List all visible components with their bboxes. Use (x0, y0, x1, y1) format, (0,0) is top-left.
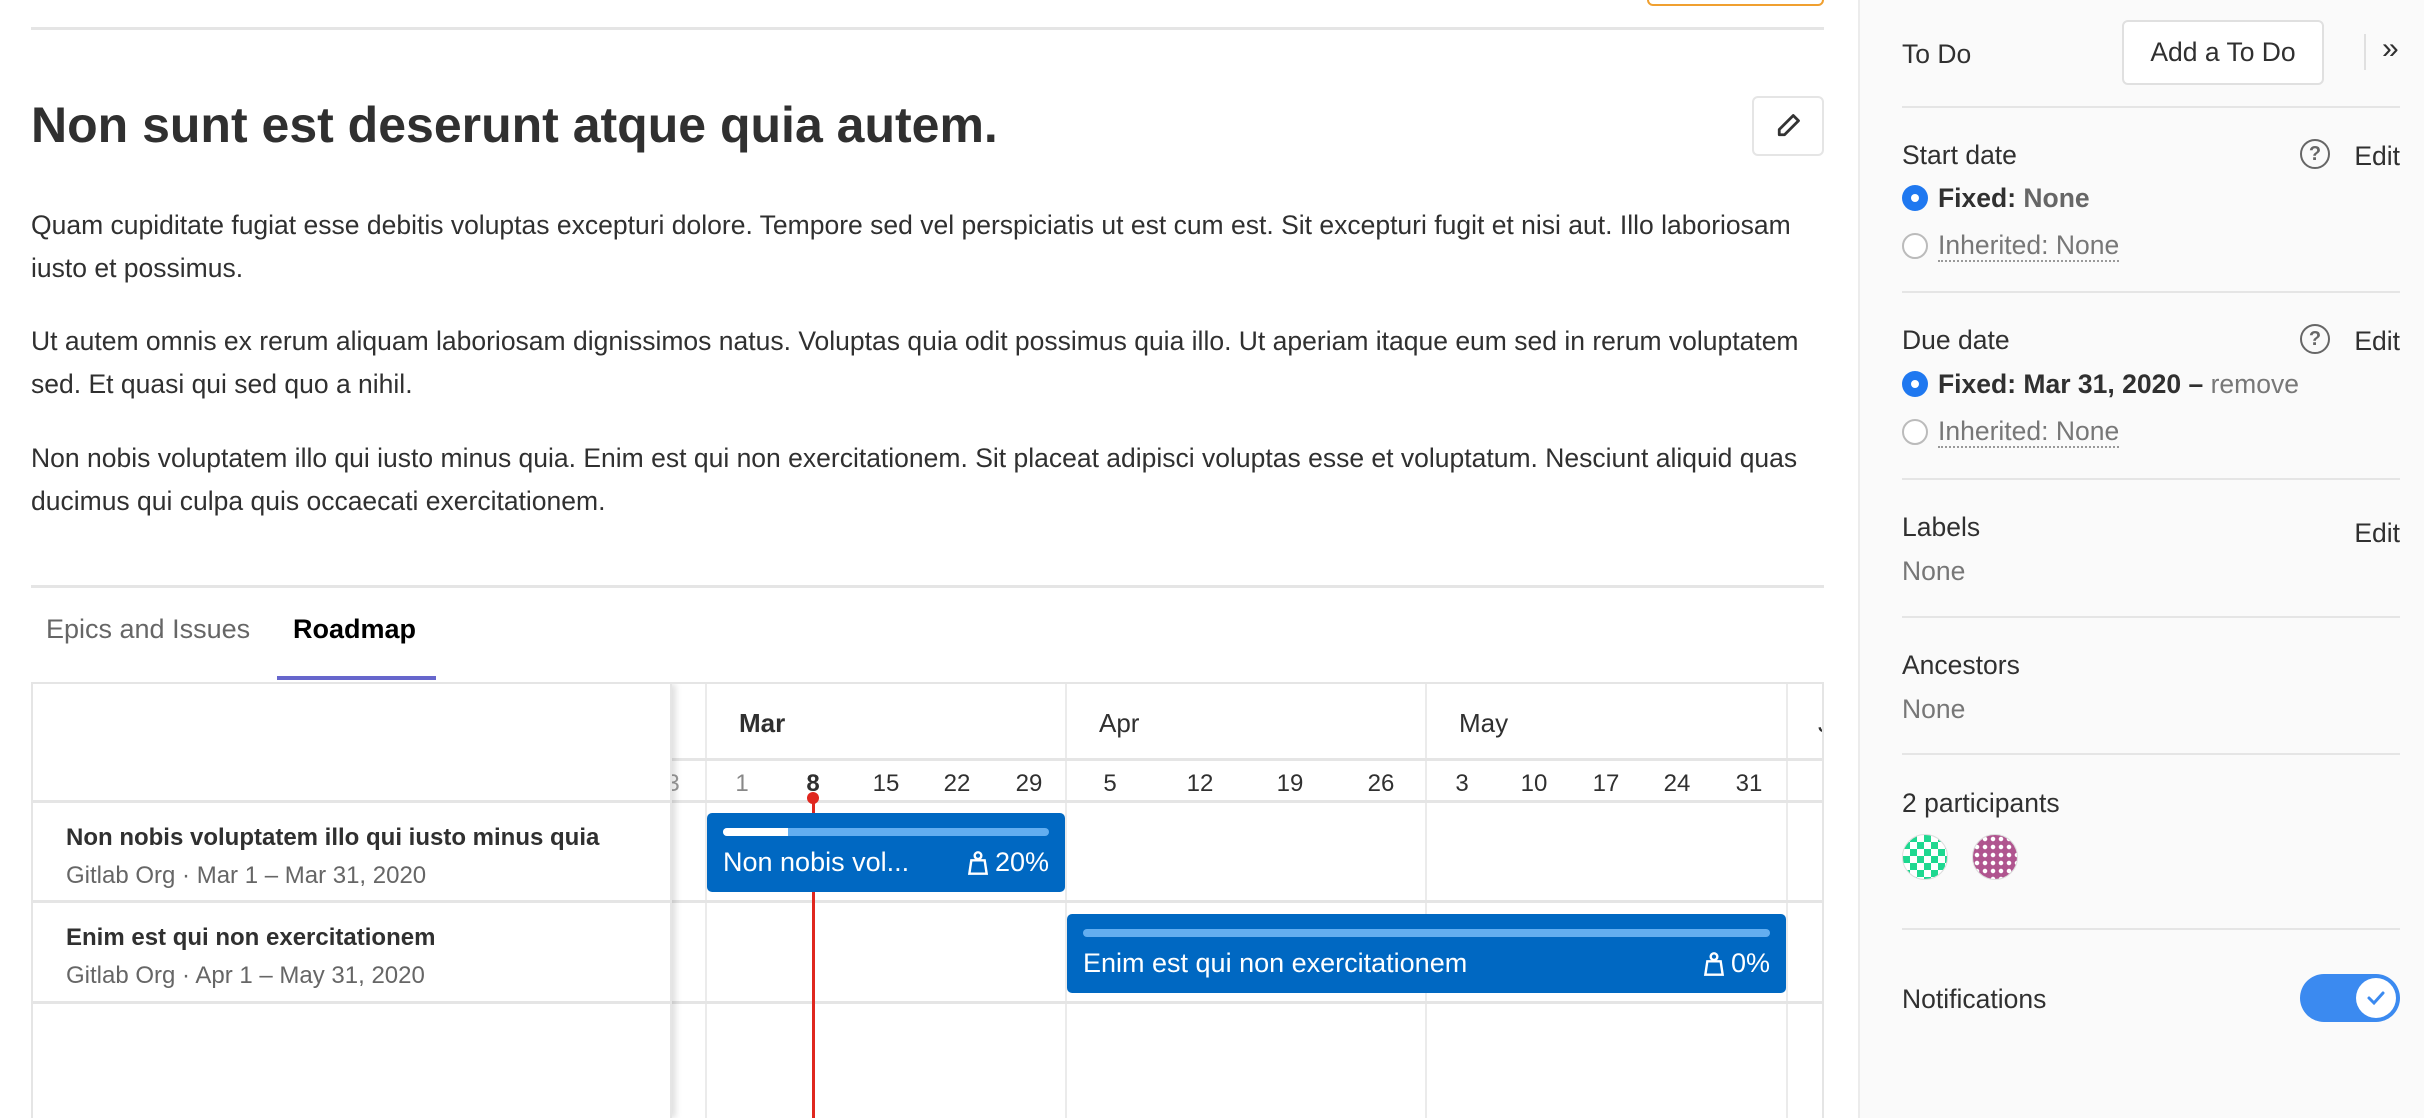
avatar[interactable] (1972, 834, 2018, 880)
day-label: 12 (1186, 770, 1214, 797)
day-label: 3 (1455, 770, 1469, 797)
roadmap-timeline: Mar Apr May J 3 1 8 15 22 29 5 12 19 26 … (31, 682, 1824, 1118)
labels-label: Labels (1902, 512, 1981, 542)
epic-title[interactable]: Enim est qui non exercitationem (66, 924, 436, 951)
day-label: 10 (1520, 770, 1548, 797)
epics-list-pane: Non nobis voluptatem illo qui iusto minu… (33, 684, 672, 1118)
collapse-sidebar-icon[interactable]: » (2382, 32, 2399, 65)
notifications-toggle[interactable] (2300, 974, 2400, 1022)
day-label: 22 (943, 770, 971, 797)
weight-icon (1703, 951, 1725, 976)
day-label: 8 (806, 770, 820, 797)
day-label: 1 (735, 770, 749, 797)
inherited-value: Inherited: None (1938, 416, 2120, 448)
ancestors-label: Ancestors (1902, 650, 2020, 680)
tab-epics-and-issues[interactable]: Epics and Issues (46, 614, 251, 644)
due-date-label: Due date (1902, 325, 2010, 355)
page-title: Non sunt est deserunt atque quia autem. (31, 97, 998, 153)
edit-title-button[interactable] (1752, 96, 1824, 156)
fixed-label: Fixed: (1938, 183, 2017, 213)
progress-percent: 20% (994, 847, 1049, 877)
month-header: J (1818, 708, 1822, 739)
active-tab-indicator (277, 676, 436, 680)
progress-bar (723, 828, 1049, 836)
day-label: 24 (1663, 770, 1691, 797)
help-icon[interactable]: ? (2300, 324, 2330, 354)
description-paragraph: Non nobis voluptatem illo qui iusto minu… (31, 443, 1798, 516)
inherited-value: Inherited: None (1938, 230, 2120, 262)
day-label: 15 (872, 770, 900, 797)
start-date-label: Start date (1902, 140, 2017, 170)
top-action-button[interactable] (1647, 0, 1824, 6)
inherited-start-radio[interactable] (1902, 233, 1928, 259)
pencil-icon (1777, 114, 1800, 137)
month-header: Mar (739, 708, 786, 738)
remove-due-date-link[interactable]: remove (2210, 369, 2299, 399)
progress-fill (723, 828, 789, 836)
due-date-edit[interactable]: Edit (2354, 326, 2400, 356)
fixed-value: Mar 31, 2020 (2023, 369, 2182, 399)
day-label: 31 (1735, 770, 1763, 797)
right-sidebar: To Do Add a To Do » Start date ? Edit Fi… (1858, 0, 2424, 1118)
todo-label: To Do (1902, 39, 1972, 69)
start-date-edit[interactable]: Edit (2354, 141, 2400, 171)
divider (31, 27, 1824, 30)
epic-bar[interactable]: Enim est qui non exercitationem 0% (1067, 914, 1786, 993)
day-label: 29 (1015, 770, 1043, 797)
progress-bar (1083, 929, 1770, 937)
day-label: 19 (1276, 770, 1304, 797)
check-icon (2367, 991, 2385, 1006)
description-paragraph: Quam cupiditate fugiat esse debitis volu… (31, 210, 1791, 283)
description-paragraph: Ut autem omnis ex rerum aliquam laborios… (31, 326, 1799, 399)
ancestors-value: None (1902, 694, 1966, 724)
month-header: Apr (1099, 708, 1140, 738)
epic-title[interactable]: Non nobis voluptatem illo qui iusto minu… (66, 824, 600, 851)
month-header: May (1459, 708, 1509, 738)
day-label: 17 (1592, 770, 1620, 797)
avatar[interactable] (1902, 834, 1948, 880)
fixed-start-radio[interactable] (1902, 185, 1928, 211)
add-todo-button[interactable]: Add a To Do (2122, 20, 2324, 85)
epic-bar-label: Non nobis vol... (723, 847, 910, 877)
help-icon[interactable]: ? (2300, 139, 2330, 169)
labels-value: None (1902, 556, 1966, 586)
tab-roadmap[interactable]: Roadmap (293, 614, 417, 644)
participants-label: 2 participants (1902, 788, 2060, 818)
notifications-label: Notifications (1902, 984, 2047, 1014)
day-label: 26 (1367, 770, 1395, 797)
epic-bar-label: Enim est qui non exercitationem (1083, 948, 1468, 978)
inherited-due-radio[interactable] (1902, 419, 1928, 445)
progress-percent: 0% (1730, 948, 1770, 978)
fixed-due-radio[interactable] (1902, 371, 1928, 397)
epic-subtitle: Gitlab Org · Mar 1 – Mar 31, 2020 (66, 862, 427, 889)
day-label: 5 (1103, 770, 1117, 797)
today-marker-dot (807, 792, 819, 804)
fixed-label: Fixed: (1938, 369, 2017, 399)
epic-subtitle: Gitlab Org · Apr 1 – May 31, 2020 (66, 962, 425, 989)
divider (31, 585, 1824, 588)
today-marker (812, 796, 815, 1118)
weight-icon (967, 850, 989, 875)
labels-edit[interactable]: Edit (2354, 518, 2400, 548)
epic-bar[interactable]: Non nobis vol... 20% (707, 813, 1065, 892)
fixed-value: None (2023, 183, 2090, 213)
